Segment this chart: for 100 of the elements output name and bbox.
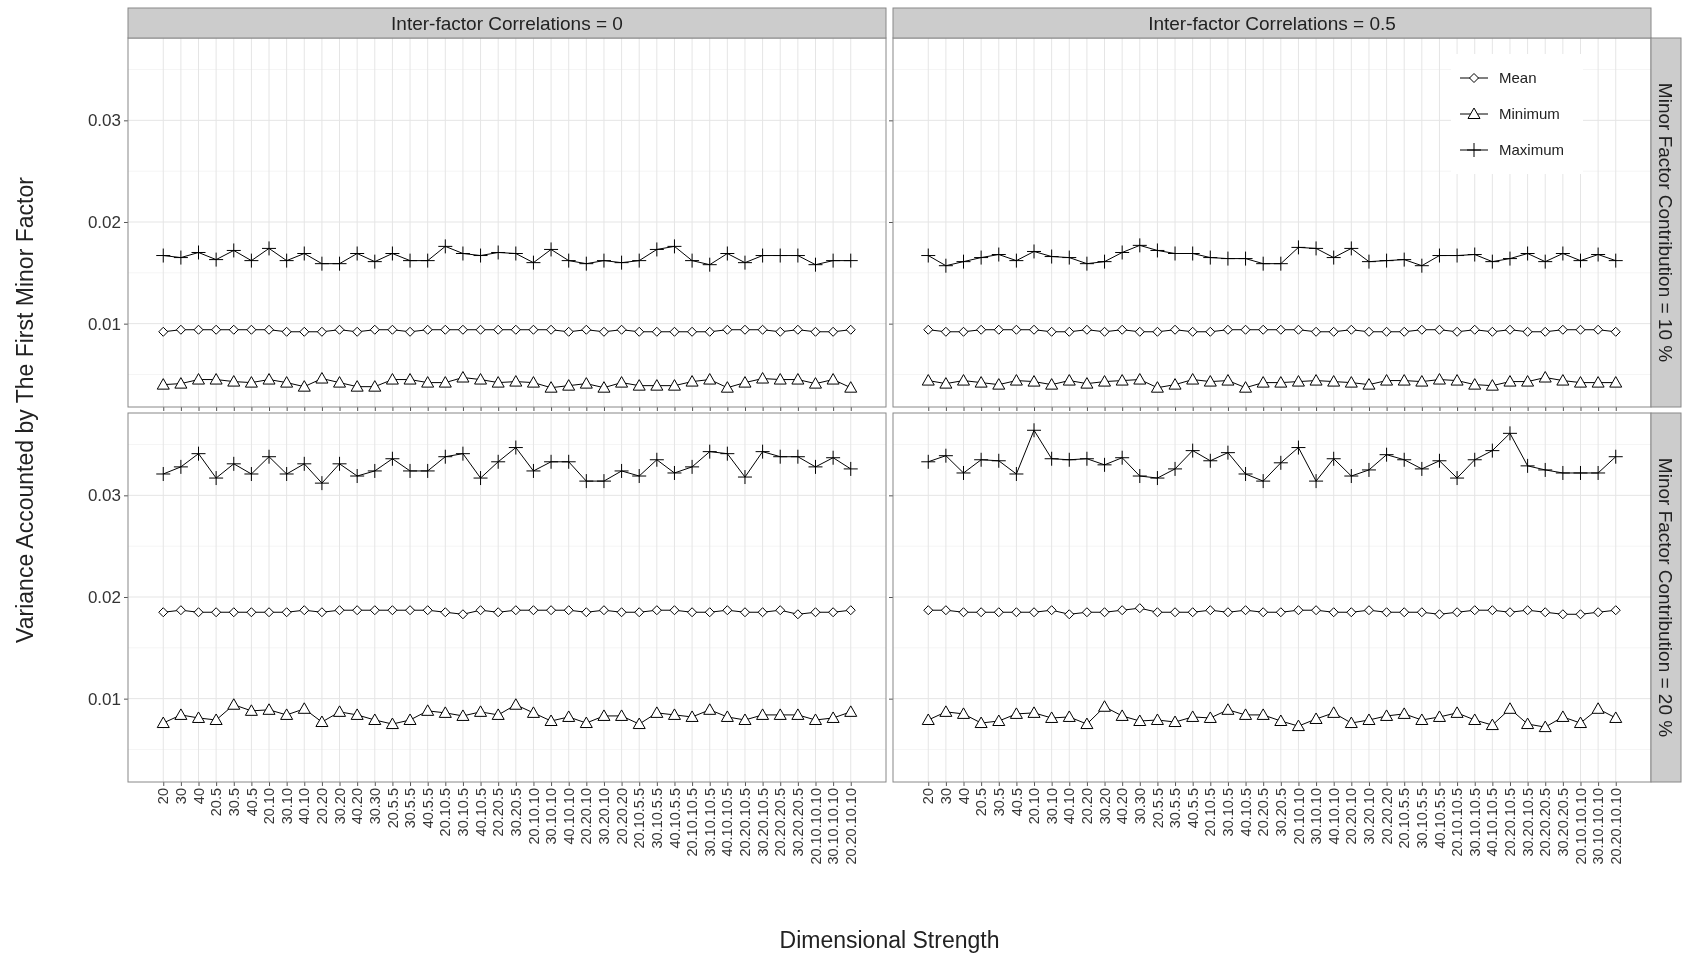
x-tick-label: 20.10.10 (1290, 788, 1307, 845)
point (1168, 715, 1182, 728)
x-tick-label: 30.10.10 (543, 788, 560, 845)
point (808, 377, 822, 389)
point (581, 607, 592, 618)
point (1097, 457, 1113, 473)
point (737, 469, 753, 485)
x-tick-label: 30.20.10.5 (1519, 788, 1536, 857)
point (1467, 452, 1483, 468)
point (193, 607, 204, 618)
point (845, 324, 856, 335)
point (1029, 324, 1040, 335)
point (1009, 707, 1023, 719)
point (510, 605, 521, 616)
point (719, 446, 735, 462)
x-tick-label: 30.10.5 (1220, 788, 1237, 837)
point (1449, 470, 1465, 486)
point (1152, 326, 1163, 337)
x-tick-label: 20.20.20 (613, 788, 630, 845)
point (938, 448, 954, 464)
point (578, 256, 594, 272)
point (490, 244, 506, 260)
point (1275, 324, 1286, 335)
point (775, 605, 786, 616)
point (739, 607, 750, 618)
point (1555, 246, 1571, 261)
point (598, 605, 609, 616)
point (1222, 607, 1233, 618)
point (226, 456, 242, 472)
x-tick-label: 40.5 (243, 788, 260, 817)
point (845, 605, 856, 616)
x-tick-label: 40.10.5 (1237, 788, 1254, 837)
x-tick-label: 20.20.10.10 (842, 788, 859, 865)
point (992, 378, 1006, 390)
point (991, 453, 1007, 469)
point (528, 605, 539, 616)
point (1540, 607, 1551, 618)
point (757, 607, 768, 618)
point (1046, 605, 1057, 616)
point (993, 324, 1004, 335)
point (1520, 246, 1536, 261)
point (1026, 243, 1042, 259)
point (1346, 324, 1357, 335)
x-tick-label: 40.5.5 (419, 788, 436, 829)
point (244, 376, 258, 388)
point (1098, 700, 1112, 712)
x-tick-label: 30.10.5 (455, 788, 472, 837)
point (525, 255, 541, 271)
point (775, 326, 786, 337)
point (264, 607, 275, 618)
point (1205, 605, 1216, 616)
point (526, 706, 540, 718)
x-tick-label: 20.5.5 (384, 788, 401, 829)
point (1485, 718, 1499, 731)
point (525, 463, 541, 479)
point (403, 713, 417, 725)
point (1397, 374, 1411, 386)
point (175, 605, 186, 616)
x-tick-label: 20.20.10 (1343, 788, 1360, 845)
point (543, 454, 559, 470)
point (279, 466, 295, 482)
point (1538, 720, 1552, 733)
x-tick-label: 40.10.10 (560, 788, 577, 845)
point (973, 452, 989, 468)
point (1343, 240, 1359, 256)
point (299, 326, 310, 337)
x-tick-label: 20.5 (973, 788, 990, 817)
point (1452, 326, 1463, 337)
x-tick-label: 20.10.10.10 (1572, 788, 1589, 865)
point (1238, 466, 1254, 482)
point (561, 454, 577, 470)
point (1416, 324, 1427, 335)
point (508, 440, 524, 456)
point (792, 609, 803, 620)
point (1361, 254, 1377, 270)
point (1291, 375, 1305, 387)
point (650, 379, 664, 391)
point (828, 326, 839, 337)
x-tick-label: 20.5 (208, 788, 225, 817)
point (616, 607, 627, 618)
point (1381, 607, 1392, 618)
x-tick-label: 40.10 (296, 788, 313, 825)
point (1221, 703, 1235, 715)
x-tick-label: 30.10 (278, 788, 295, 825)
point (1170, 607, 1181, 618)
point (437, 238, 453, 254)
point (1255, 256, 1271, 272)
point (1045, 711, 1059, 723)
point (1609, 376, 1623, 388)
point (1045, 378, 1059, 390)
point (1431, 453, 1447, 469)
point (1414, 258, 1430, 274)
point (974, 376, 988, 388)
point (227, 375, 241, 387)
x-tick-label: 30.20 (331, 788, 348, 825)
point (631, 253, 647, 269)
point (1521, 717, 1535, 730)
point (1487, 326, 1498, 337)
point (384, 246, 400, 261)
x-tick-label: 40.20 (1114, 788, 1131, 825)
